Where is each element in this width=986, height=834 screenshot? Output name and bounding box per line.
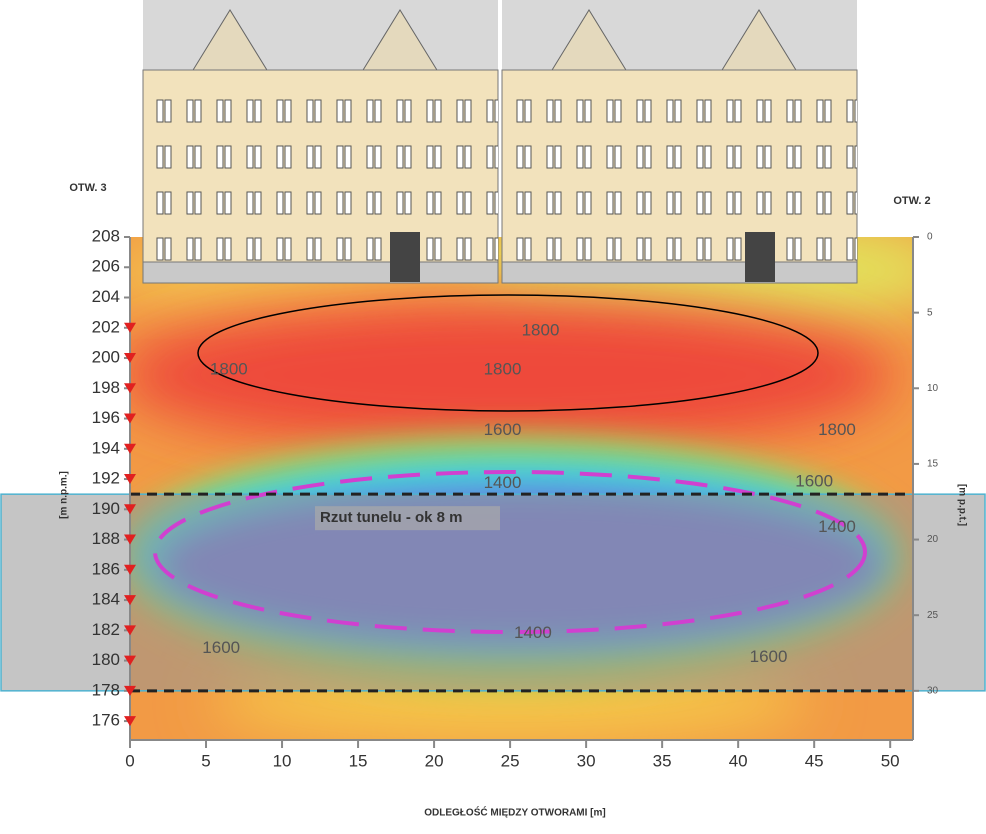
y-axis-label: [m n.p.m.]	[59, 471, 70, 519]
y-tick-label: 180	[92, 650, 120, 669]
contour-label: 1600	[795, 472, 833, 491]
sensor	[124, 685, 136, 696]
y2-axis-label: [m p.p.t.]	[956, 484, 967, 526]
highlight-ellipse	[197, 294, 819, 412]
contour-label: 1800	[522, 320, 560, 339]
tunnel-label-bg	[315, 506, 500, 531]
y-tick-label: 186	[92, 559, 120, 578]
contour-label: 1400	[514, 623, 552, 642]
y2-tick-label: 0	[927, 232, 933, 243]
y-tick-label: 188	[92, 529, 120, 548]
sensor	[124, 322, 136, 333]
sensor	[124, 383, 136, 394]
y2-tick-label: 30	[927, 685, 939, 696]
y2-tick-label: 5	[927, 307, 933, 318]
hole-label: OTW. 2	[893, 195, 930, 207]
x-tick-label: 0	[125, 751, 134, 770]
y-tick-label: 176	[92, 711, 120, 730]
x-axis-label: ODLEGŁOŚĆ MIĘDZY OTWORAMI [m]	[424, 806, 605, 819]
contour-label: 1400	[818, 517, 856, 536]
y-tick-label: 184	[92, 590, 120, 609]
x-tick-label: 50	[881, 751, 900, 770]
y-tick-label: 208	[92, 226, 120, 245]
sensor	[124, 564, 136, 575]
y-tick-label: 204	[92, 287, 120, 306]
sensor	[124, 474, 136, 485]
y2-tick-label: 15	[927, 459, 939, 470]
y2-tick-label: 25	[927, 610, 939, 621]
contour-label: 1800	[210, 360, 248, 379]
sensor	[124, 716, 136, 727]
contour-1400	[153, 470, 867, 634]
y-tick-label: 192	[92, 469, 120, 488]
contour-label: 1400	[484, 473, 522, 492]
y-tick-label: 200	[92, 348, 120, 367]
y-tick-label: 206	[92, 257, 120, 276]
sensor	[124, 595, 136, 606]
y-tick-label: 196	[92, 408, 120, 427]
x-tick-label: 40	[729, 751, 748, 770]
x-tick-label: 25	[501, 751, 520, 770]
sensor	[124, 443, 136, 454]
y-tick-label: 190	[92, 499, 120, 518]
contour-label: 1600	[484, 420, 522, 439]
contour-label: 1600	[202, 638, 240, 657]
contour-label: 1600	[750, 647, 788, 666]
contour-label: 1800	[484, 360, 522, 379]
sensor	[124, 504, 136, 515]
contour-label: 1800	[818, 420, 856, 439]
sensor	[124, 534, 136, 545]
sensor	[124, 413, 136, 424]
hole-label: OTW. 3	[69, 182, 106, 194]
sensor	[124, 625, 136, 636]
tunnel-label: Rzut tunelu - ok 8 m	[320, 509, 463, 526]
y-tick-label: 194	[92, 438, 120, 457]
y-tick-label: 202	[92, 317, 120, 336]
y-tick-label: 178	[92, 680, 120, 699]
x-tick-label: 20	[425, 751, 444, 770]
y-tick-label: 198	[92, 378, 120, 397]
building-facade	[142, 0, 858, 284]
y2-tick-label: 10	[927, 383, 939, 394]
y-tick-label: 182	[92, 620, 120, 639]
x-tick-label: 10	[273, 751, 292, 770]
sensor	[124, 655, 136, 666]
x-tick-label: 35	[653, 751, 672, 770]
x-tick-label: 45	[805, 751, 824, 770]
sensor	[124, 353, 136, 364]
x-tick-label: 15	[349, 751, 368, 770]
y2-tick-label: 20	[927, 534, 939, 545]
x-tick-label: 30	[577, 751, 596, 770]
x-tick-label: 5	[201, 751, 210, 770]
